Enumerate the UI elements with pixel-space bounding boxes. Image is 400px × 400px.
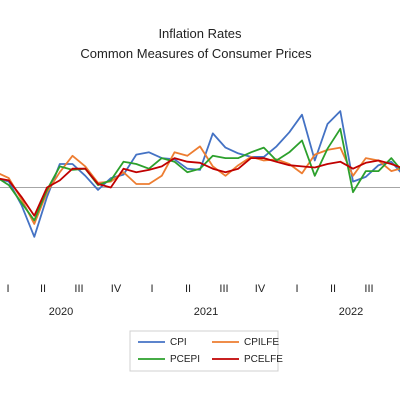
legend-label-pcelfe: PCELFE — [244, 354, 283, 365]
plot-area — [0, 110, 400, 238]
x-tick-label: III — [74, 283, 83, 295]
series-line-pcepi — [0, 127, 400, 222]
x-year-label: 2021 — [194, 306, 218, 318]
x-tick-label: II — [40, 283, 46, 295]
x-year-label: 2020 — [49, 306, 73, 318]
x-tick-label: IV — [255, 283, 266, 295]
chart-title: Inflation Rates — [158, 26, 242, 41]
legend-label-cpilfe: CPILFE — [244, 337, 279, 348]
legend-box — [129, 330, 279, 372]
x-tick-label: III — [364, 283, 373, 295]
x-tick-label: I — [150, 283, 153, 295]
x-tick-label: III — [219, 283, 228, 295]
x-tick-label: I — [295, 283, 298, 295]
legend-label-cpi: CPI — [170, 337, 187, 348]
chart-subtitle: Common Measures of Consumer Prices — [80, 46, 312, 61]
series-line-cpilfe — [0, 145, 400, 225]
series-line-cpi — [0, 110, 400, 238]
x-tick-label: II — [330, 283, 336, 295]
legend: CPI CPILFE PCEPI PCELFE — [129, 330, 283, 372]
legend-label-pcepi: PCEPI — [170, 354, 200, 365]
x-year-label: 2022 — [339, 306, 363, 318]
x-tick-label: I — [6, 283, 9, 295]
x-tick-label: IV — [111, 283, 122, 295]
x-tick-label: II — [185, 283, 191, 295]
series-lines — [0, 110, 400, 238]
series-line-pcelfe — [0, 157, 400, 217]
